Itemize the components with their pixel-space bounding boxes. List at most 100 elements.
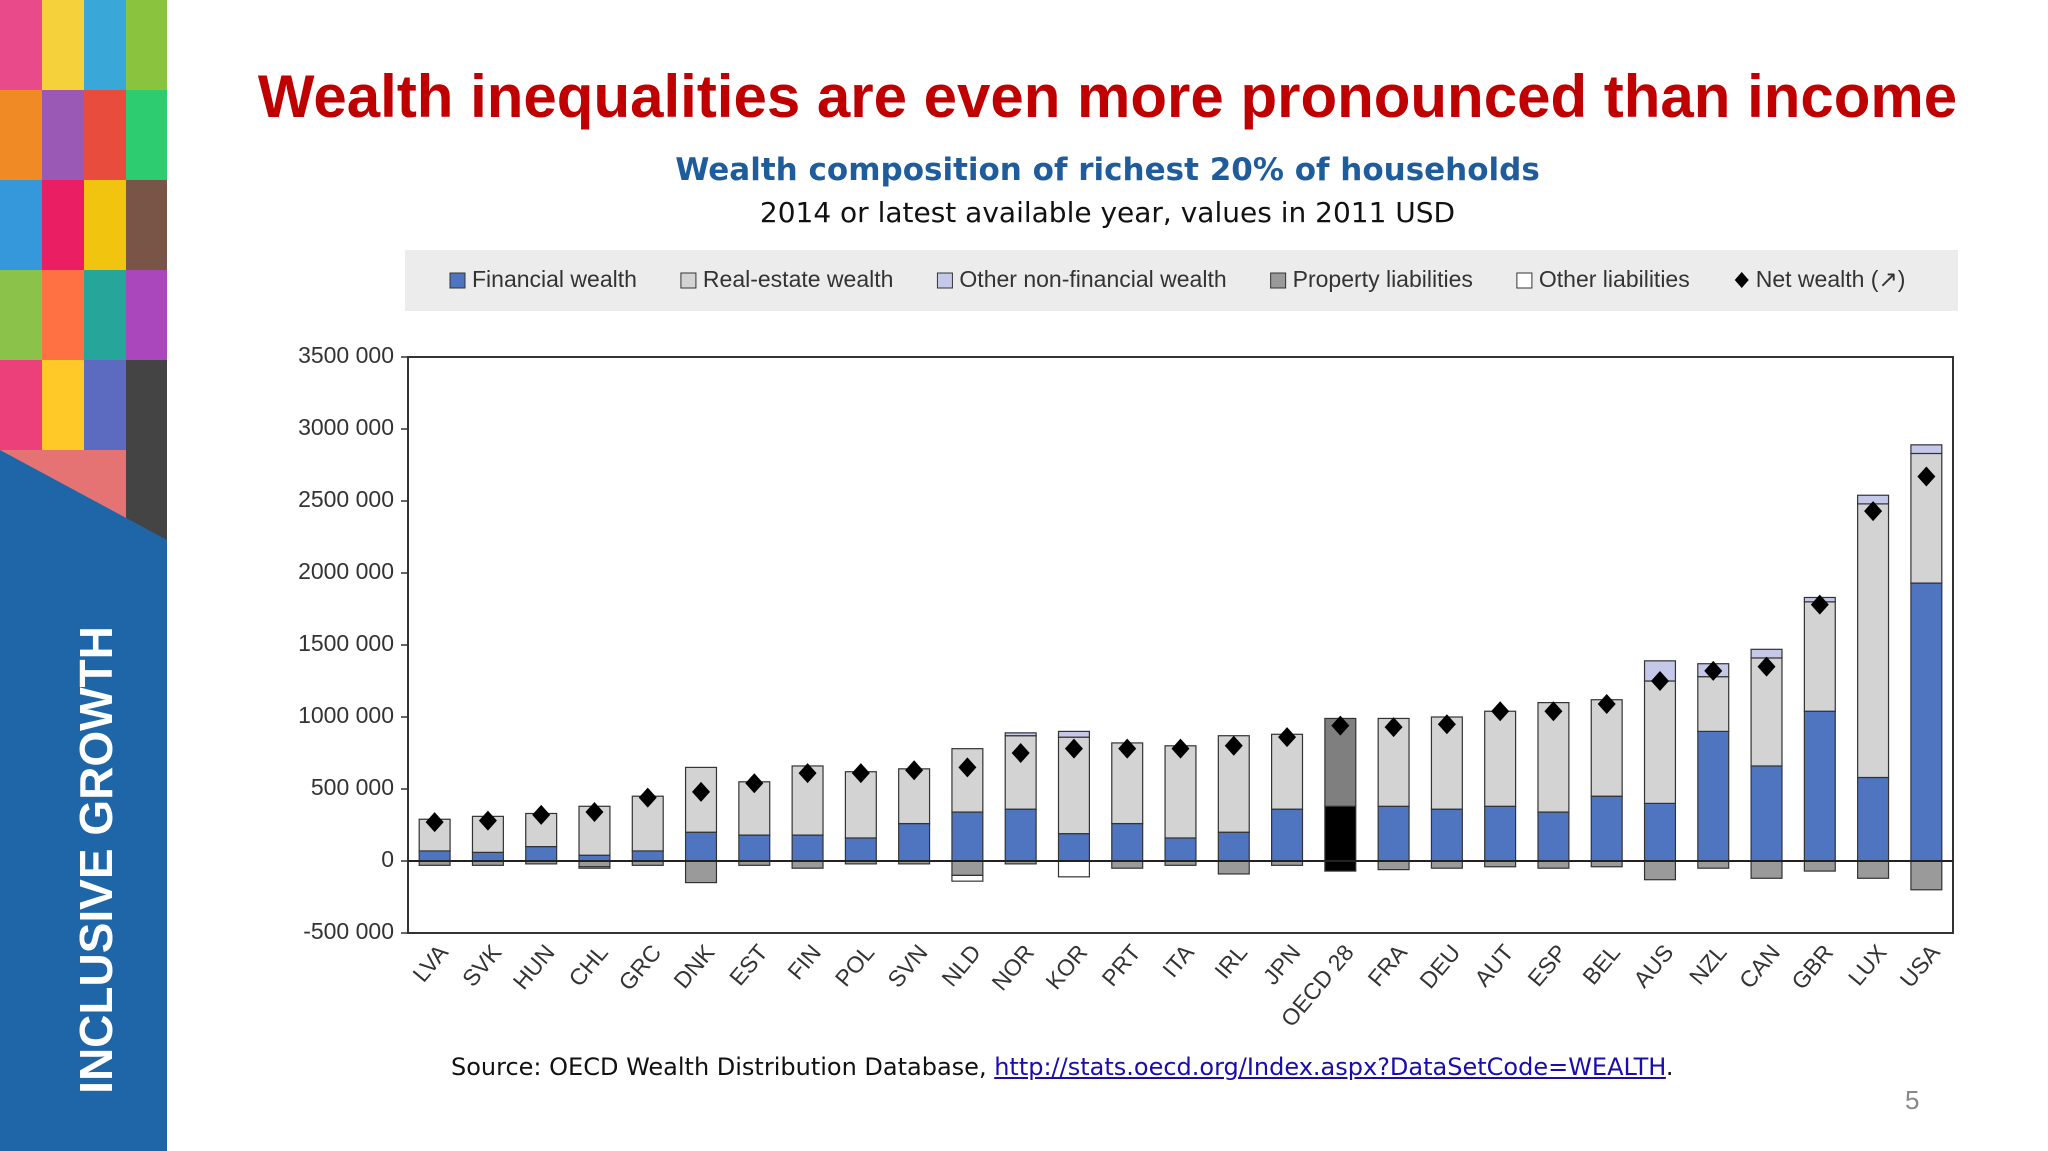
y-tick-label: 1000 000 [298,702,394,728]
x-tick-label: POL [830,939,880,991]
bar-segment [1217,860,1250,875]
net-wealth-marker [1810,594,1829,615]
legend-swatch [449,272,466,289]
net-wealth-marker [1171,738,1190,759]
legend-label: Property liabilities [1293,266,1473,292]
bar-segment [1057,730,1090,738]
x-tick-label: USA [1895,939,1946,992]
bar-segment [1057,860,1090,878]
x-tick-label: DEU [1414,939,1465,993]
net-wealth-marker [638,787,657,808]
bar-segment [1910,444,1943,455]
net-wealth-marker [1864,501,1883,522]
bar-segment [791,860,824,869]
bar-segment [1484,710,1517,807]
slide-title: Wealth inequalities are even more pronou… [257,63,1958,130]
source: Source: OECD Wealth Distribution Databas… [451,1053,1674,1081]
net-wealth-marker [1917,466,1936,487]
y-tick-label: 3500 000 [298,342,394,368]
net-wealth-marker [1704,660,1723,681]
net-wealth-marker [798,763,817,784]
net-wealth-marker [851,763,870,784]
bar-segment [1643,680,1677,805]
bar-segment [1377,860,1410,871]
x-tick-label: NOR [986,939,1039,995]
bar-segment [1857,860,1890,879]
y-tick-label: 0 [381,846,394,872]
bar-segment [1803,860,1836,872]
x-tick-label: BEL [1577,939,1625,989]
bar-segment [1324,860,1357,872]
net-wealth-marker [1011,743,1030,763]
x-tick-label: FRA [1363,939,1413,991]
x-tick-label: NLD [936,939,985,991]
bar-segment [1750,860,1783,879]
chart-title: Wealth composition of richest 20% of hou… [675,152,1540,188]
bar-segment [1057,833,1090,862]
bar-segment [1271,808,1304,862]
y-tick-label: 1500 000 [298,630,394,656]
x-tick-label: HUN [508,939,560,994]
legend-label: Net wealth (↗) [1756,266,1906,292]
bar-segment [898,768,931,825]
x-tick-label: LVA [407,939,453,987]
x-tick-label: LUX [1843,939,1892,990]
bar-segment [1697,676,1730,732]
bar-segment [1164,837,1197,862]
source-link[interactable]: http://stats.oecd.org/Index.aspx?DataSet… [994,1053,1666,1081]
net-wealth-marker [1331,715,1350,736]
bar-segment [1910,582,1943,862]
chart-subtitle: 2014 or latest available year, values in… [759,196,1456,229]
net-wealth-marker [1384,717,1403,738]
bar-segment [951,860,984,876]
crowd-art [0,0,167,540]
legend-swatch [1516,272,1533,289]
bar-segment [1217,831,1250,862]
bar-segment [684,860,718,884]
bar-segment [1111,822,1144,862]
net-wealth-marker [1491,701,1510,722]
net-wealth-marker [425,812,444,833]
x-tick-label: AUS [1628,939,1678,992]
x-tick-label: CAN [1734,939,1785,993]
bar-segment [1697,730,1730,862]
bar-segment [1697,860,1730,869]
x-tick-label: PRT [1096,939,1145,991]
x-tick-label: IRL [1209,939,1252,983]
bar-segment [898,822,931,862]
side-band [0,450,167,1151]
bar-segment [1803,710,1836,862]
x-tick-label: NZL [1684,939,1732,989]
bar-segment [471,851,504,862]
legend-swatch [936,272,953,289]
net-wealth-marker [1224,735,1243,756]
bar-segment [1324,805,1357,862]
legend-swatch [1734,272,1749,288]
bar-segment [1004,732,1037,737]
x-tick-label: EST [724,939,773,990]
x-tick-label: AUT [1469,939,1518,991]
legend-label: Other liabilities [1539,266,1690,292]
x-tick-label: SVK [457,939,507,991]
page-number: 5 [1905,1085,1920,1115]
bar-segment [418,850,451,862]
bar-segment [1004,808,1037,862]
bar-segment [1643,860,1677,881]
net-wealth-marker [1437,714,1456,735]
bar-segment [1590,699,1623,797]
net-wealth-marker [1757,656,1776,677]
bar-segment [1537,860,1570,869]
x-tick-label: ITA [1157,939,1199,982]
net-wealth-marker [905,760,924,781]
y-tick-label: 3000 000 [298,414,394,440]
bar-segment [525,845,558,862]
bar-segment [1484,805,1517,862]
net-wealth-marker [692,781,711,802]
x-tick-label: GBR [1786,939,1838,994]
x-tick-label: KOR [1040,939,1092,994]
bar-segment [791,834,824,862]
source-end: . [1665,1053,1674,1081]
net-wealth-marker [532,804,551,825]
bar-segment [1111,860,1144,869]
